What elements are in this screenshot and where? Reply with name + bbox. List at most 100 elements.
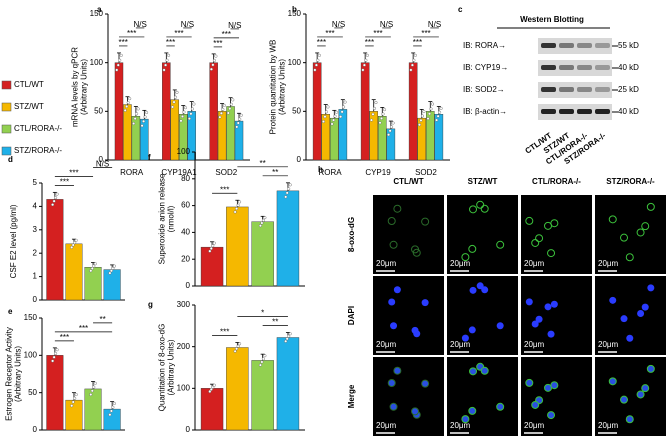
blot-band xyxy=(559,87,574,92)
data-point xyxy=(426,117,430,121)
data-point xyxy=(135,112,139,116)
data-point xyxy=(387,133,391,137)
data-point xyxy=(239,113,243,117)
legend-swatch xyxy=(1,146,12,156)
blot-row-label: IB: CYP19→ xyxy=(463,63,508,72)
significance-label: *** xyxy=(413,38,422,47)
cell xyxy=(469,205,478,214)
cell xyxy=(476,200,485,209)
micrograph xyxy=(521,357,592,436)
bar xyxy=(46,355,64,431)
data-point xyxy=(108,413,112,417)
cell xyxy=(390,322,398,330)
data-point xyxy=(92,264,96,268)
data-point xyxy=(284,195,288,199)
cell xyxy=(550,219,559,228)
data-point xyxy=(111,266,115,270)
cell xyxy=(547,411,556,420)
data-point xyxy=(118,58,122,62)
data-point xyxy=(261,357,265,361)
cell xyxy=(389,240,398,249)
bar xyxy=(226,206,249,287)
data-point xyxy=(287,187,291,191)
blot-size: 25 kD xyxy=(618,85,639,94)
y-tick-label: 150 xyxy=(90,9,104,18)
data-point xyxy=(263,216,267,220)
data-point xyxy=(413,53,417,57)
bar xyxy=(312,62,322,161)
data-point xyxy=(54,351,58,355)
data-point xyxy=(108,271,112,275)
y-tick-label: 150 xyxy=(24,313,38,322)
micrograph xyxy=(447,195,518,274)
data-point xyxy=(288,332,292,336)
legend-swatch xyxy=(1,80,12,90)
data-point xyxy=(171,105,175,109)
blot-band xyxy=(559,43,574,48)
data-point xyxy=(339,115,343,119)
data-point xyxy=(208,389,212,393)
data-point xyxy=(52,199,56,203)
data-point xyxy=(93,381,97,385)
bar xyxy=(360,62,370,161)
data-point xyxy=(235,207,239,211)
y-tick-label: 5 xyxy=(33,178,38,187)
data-point xyxy=(238,342,242,346)
y-tick-label: 20 xyxy=(181,254,190,263)
data-point xyxy=(51,203,55,207)
cell xyxy=(468,244,477,253)
data-point xyxy=(143,115,147,119)
significance-label: *** xyxy=(174,29,183,38)
data-point xyxy=(439,106,443,110)
data-point xyxy=(208,249,212,253)
cell xyxy=(480,204,489,213)
y-tick-label: 200 xyxy=(177,342,191,351)
cell xyxy=(647,284,655,292)
cell xyxy=(461,253,470,262)
data-point xyxy=(388,129,392,133)
bar xyxy=(162,62,171,161)
x-tick-label: RORA xyxy=(318,168,342,177)
cell xyxy=(620,395,629,404)
blot-band xyxy=(577,109,592,114)
scale-bar-label: 20μm xyxy=(598,259,619,268)
data-point xyxy=(52,355,56,359)
blot-band xyxy=(559,109,574,114)
blot-size: 40 kD xyxy=(618,107,639,116)
cell xyxy=(468,406,477,415)
data-point xyxy=(73,241,77,245)
significance-label: *** xyxy=(220,328,229,337)
bar xyxy=(369,111,378,161)
cell xyxy=(496,402,505,411)
data-point xyxy=(422,110,426,114)
y-tick-label: 3 xyxy=(33,225,38,234)
y-tick-label: 100 xyxy=(288,58,302,67)
panel-letter: e xyxy=(8,307,13,316)
panel-letter: f xyxy=(148,153,151,162)
cell xyxy=(461,415,470,424)
y-tick-label: 0 xyxy=(33,425,38,434)
bar xyxy=(46,199,64,301)
blot-strip xyxy=(538,82,612,98)
scale-bar-label: 20μm xyxy=(524,259,545,268)
blot-row-label: IB: β-actin→ xyxy=(463,107,507,116)
bar xyxy=(251,360,274,431)
data-point xyxy=(142,119,146,123)
significance-label: *** xyxy=(119,38,128,47)
column-label: STZ/RORA-/- xyxy=(606,177,655,186)
blot-row-label: IB: RORA→ xyxy=(463,41,506,50)
panel-letter: a xyxy=(97,5,102,14)
data-point xyxy=(361,68,365,72)
scale-bar-label: 20μm xyxy=(598,421,619,430)
scale-bar-label: 20μm xyxy=(450,340,471,349)
data-point xyxy=(70,404,74,408)
data-point xyxy=(73,396,77,400)
legend-swatch xyxy=(1,124,12,134)
data-point xyxy=(235,125,239,129)
y-tick-label: 0 xyxy=(99,155,104,164)
bar xyxy=(65,399,83,431)
significance-label: ** xyxy=(272,168,278,177)
data-point xyxy=(212,383,216,387)
bar xyxy=(226,347,249,431)
